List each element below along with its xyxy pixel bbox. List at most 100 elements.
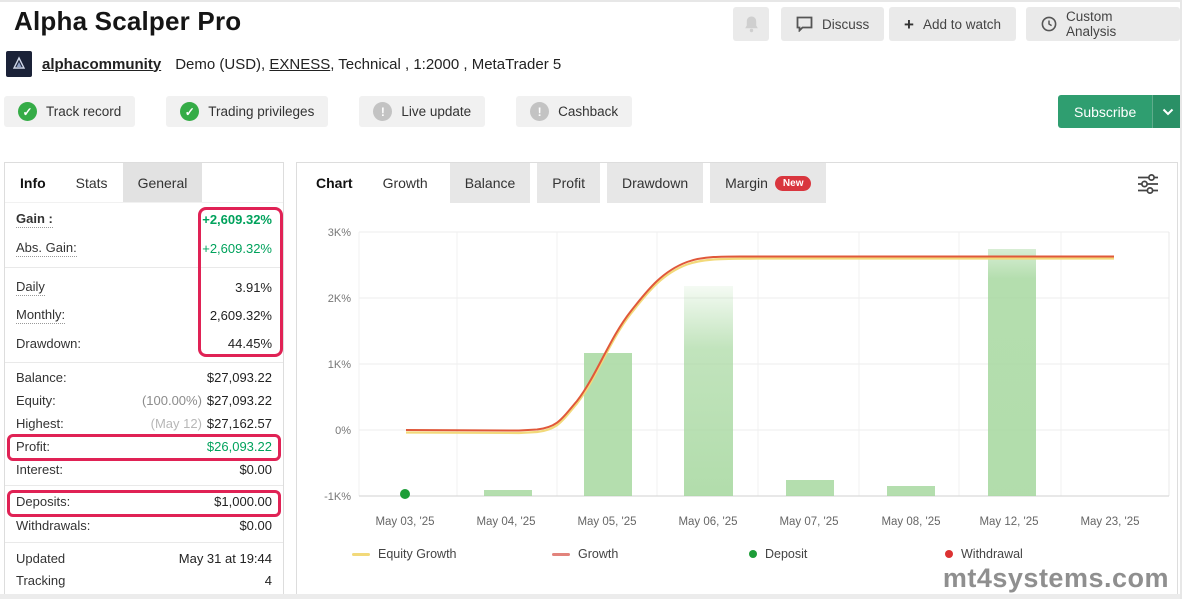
stat-row-withdrawals: Withdrawals: $0.00 bbox=[5, 513, 283, 537]
stat-row-tracking: Tracking 4 bbox=[5, 569, 283, 591]
sliders-icon bbox=[1138, 174, 1158, 194]
watermark: mt4systems.com bbox=[942, 563, 1169, 593]
tab-margin-label: Margin bbox=[725, 175, 768, 191]
equity-growth-line bbox=[405, 257, 1114, 435]
legend-label: Growth bbox=[578, 547, 619, 561]
legend-item-growth[interactable]: Growth bbox=[552, 547, 618, 561]
tab-general[interactable]: General bbox=[122, 163, 203, 202]
legend-label: Withdrawal bbox=[961, 547, 1023, 561]
tab-drawdown[interactable]: Drawdown bbox=[606, 163, 704, 203]
stat-label: Abs. Gain: bbox=[16, 240, 77, 257]
stat-row-balance: Balance: $27,093.22 bbox=[5, 366, 283, 389]
discuss-button[interactable]: Discuss bbox=[781, 7, 885, 41]
stat-value: $27,093.22 bbox=[206, 370, 272, 385]
legend-item-withdrawal[interactable]: Withdrawal bbox=[945, 547, 1023, 561]
chart-gridlines bbox=[358, 231, 1170, 496]
stat-value: 4 bbox=[264, 572, 272, 588]
account-detail-suffix: , Technical , 1:2000 , MetaTrader 5 bbox=[330, 55, 562, 73]
badge-trading-privileges: ✓ Trading privileges bbox=[166, 96, 329, 127]
x-axis-tick: May 03, '25 bbox=[375, 516, 434, 528]
stat-row-monthly: Monthly: 2,609.32% bbox=[5, 301, 283, 329]
stat-value: $0.00 bbox=[239, 462, 272, 477]
username-link[interactable]: alphacommunity bbox=[42, 55, 162, 73]
y-axis-tick: 0% bbox=[335, 425, 351, 437]
x-axis-tick: May 04, '25 bbox=[476, 516, 535, 528]
exclamation-icon: ! bbox=[530, 102, 550, 121]
stat-label: Profit: bbox=[16, 439, 50, 454]
broker-link[interactable]: EXNESS bbox=[269, 55, 331, 73]
account-details: Demo (USD), EXNESS, Technical , 1:2000 ,… bbox=[175, 56, 561, 73]
y-axis-tick: 3K% bbox=[328, 227, 351, 239]
stat-row-equity: Equity: (100.00%) $27,093.22 bbox=[5, 389, 283, 412]
tab-chart[interactable]: Chart bbox=[316, 175, 353, 191]
stat-row-highest: Highest: (May 12) $27,162.57 bbox=[5, 412, 283, 435]
stat-label: Highest: bbox=[16, 416, 64, 431]
legend-line-swatch bbox=[352, 552, 370, 556]
chart-panel: Chart Growth Balance Profit Drawdown Mar… bbox=[296, 162, 1178, 596]
stat-label: Balance: bbox=[16, 370, 67, 385]
chart-tabs: Chart Growth Balance Profit Drawdown Mar… bbox=[297, 163, 1177, 203]
deposit-marker[interactable] bbox=[400, 489, 410, 499]
stat-value: +2,609.32% bbox=[202, 241, 272, 256]
x-axis-tick: May 23, '25 bbox=[1080, 516, 1139, 528]
clock-icon bbox=[1041, 16, 1057, 32]
x-axis-tick: May 05, '25 bbox=[577, 516, 636, 528]
volume-bar bbox=[988, 249, 1036, 496]
x-axis-ticks: May 03, '25 May 04, '25 May 05, '25 May … bbox=[375, 516, 1139, 528]
tab-growth[interactable]: Growth bbox=[382, 175, 428, 191]
x-axis-tick: May 08, '25 bbox=[881, 516, 940, 528]
tab-info[interactable]: Info bbox=[20, 174, 46, 191]
legend-item-deposit[interactable]: Deposit bbox=[749, 547, 807, 561]
stat-value-prefix: (100.00%) bbox=[141, 393, 202, 408]
legend-item-equity-growth[interactable]: Equity Growth bbox=[352, 547, 457, 561]
stat-label: Withdrawals: bbox=[16, 517, 91, 533]
stat-row-abs-gain: Abs. Gain: +2,609.32% bbox=[5, 234, 283, 263]
badge-label: Trading privileges bbox=[208, 104, 315, 119]
stat-row-deposits: Deposits: $1,000.00 bbox=[5, 489, 283, 513]
y-axis-tick: 1K% bbox=[328, 359, 351, 371]
y-axis-tick: 2K% bbox=[328, 293, 351, 305]
stat-value: (100.00%) $27,093.22 bbox=[142, 393, 272, 408]
volume-bar bbox=[887, 486, 935, 496]
subscribe-button[interactable]: Subscribe bbox=[1058, 95, 1180, 128]
chart-settings-button[interactable] bbox=[1133, 171, 1163, 197]
stat-label: Gain : bbox=[16, 211, 53, 228]
page-title: Alpha Scalper Pro bbox=[14, 6, 242, 36]
stat-value: $0.00 bbox=[239, 517, 272, 533]
stat-row-profit: Profit: $26,093.22 bbox=[5, 435, 283, 458]
tab-profit[interactable]: Profit bbox=[537, 163, 600, 203]
chevron-down-icon bbox=[1163, 108, 1174, 115]
volume-bar bbox=[584, 353, 632, 496]
divider bbox=[5, 485, 283, 486]
subscribe-label-area[interactable]: Subscribe bbox=[1058, 95, 1153, 128]
stat-value: 2,609.32% bbox=[209, 307, 272, 323]
stat-value: May 31 at 19:44 bbox=[178, 550, 272, 566]
add-to-watch-button[interactable]: + Add to watch bbox=[889, 7, 1016, 41]
subscribe-label: Subscribe bbox=[1074, 103, 1137, 120]
volume-bar bbox=[684, 286, 733, 496]
plus-icon: + bbox=[904, 14, 914, 34]
stat-label: Tracking bbox=[16, 572, 66, 588]
info-panel: Info Stats General Gain : +2,609.32% Abs… bbox=[4, 162, 284, 596]
custom-analysis-button[interactable]: Custom Analysis bbox=[1026, 7, 1180, 41]
stat-label: Daily bbox=[16, 278, 45, 296]
stat-value-amount: $27,162.57 bbox=[206, 416, 272, 431]
tab-margin[interactable]: Margin New bbox=[710, 163, 827, 203]
y-axis-tick: -1K% bbox=[324, 491, 351, 503]
check-icon: ✓ bbox=[18, 102, 37, 121]
account-avatar[interactable] bbox=[6, 51, 32, 77]
stat-row-updated: Updated May 31 at 19:44 bbox=[5, 547, 283, 569]
subscribe-dropdown-toggle[interactable] bbox=[1152, 95, 1180, 128]
stat-label: Drawdown: bbox=[16, 335, 82, 351]
divider bbox=[5, 267, 283, 268]
legend-line-swatch bbox=[552, 552, 570, 556]
divider bbox=[5, 362, 283, 363]
badge-track-record: ✓ Track record bbox=[4, 96, 136, 127]
tab-stats[interactable]: Stats bbox=[75, 174, 108, 191]
notifications-button[interactable] bbox=[733, 7, 769, 41]
tab-balance[interactable]: Balance bbox=[449, 163, 531, 203]
x-axis-tick: May 06, '25 bbox=[678, 516, 737, 528]
bell-icon bbox=[743, 15, 760, 33]
stat-label: Monthly: bbox=[16, 306, 66, 324]
